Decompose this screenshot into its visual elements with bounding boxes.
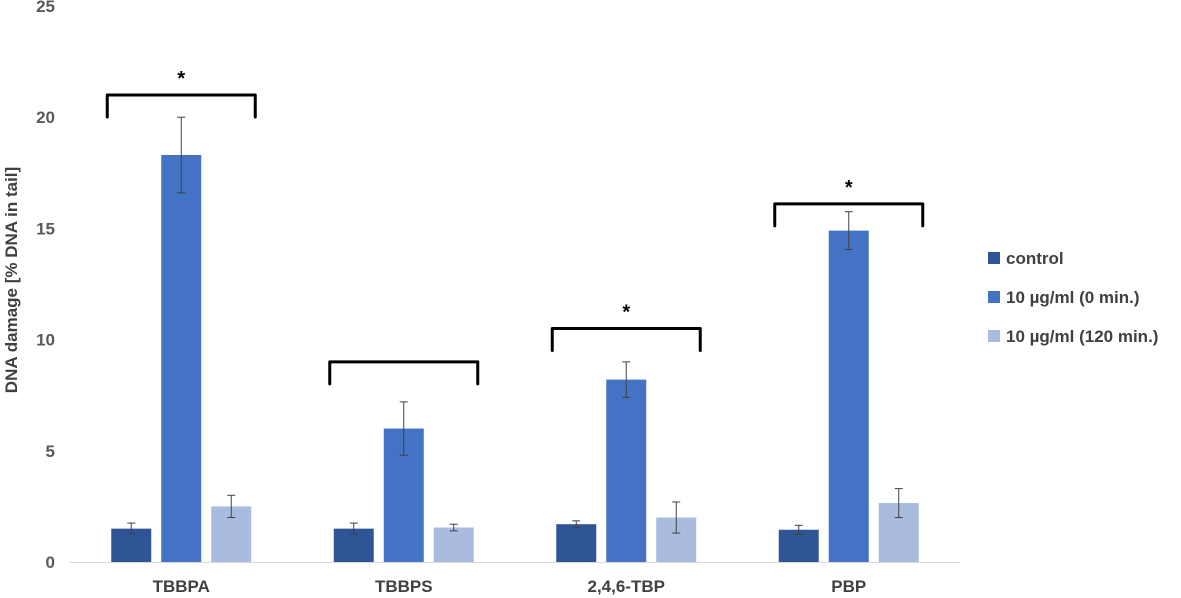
significance-bracket [328, 360, 480, 386]
bar [161, 155, 202, 562]
significance-bracket [773, 202, 925, 228]
y-tick-label: 5 [46, 442, 55, 461]
legend-swatch [988, 291, 1000, 303]
significance-mark: * [177, 68, 185, 90]
y-tick-label: 15 [36, 219, 55, 238]
error-bars [127, 116, 903, 535]
bar [828, 230, 869, 562]
x-tick-label: TBBPS [375, 577, 433, 596]
legend-label: 10 µg/ml (120 min.) [1006, 327, 1158, 346]
x-tick-label: 2,4,6-TBP [588, 577, 665, 596]
legend-swatch [988, 330, 1000, 342]
bar [556, 524, 597, 562]
legend-label: control [1006, 249, 1064, 268]
bar [606, 379, 647, 562]
x-tick-label: TBBPA [153, 577, 210, 596]
y-tick-label: 20 [36, 108, 55, 127]
y-tick-label: 25 [36, 0, 55, 16]
legend: control 10 µg/ml (0 min.) 10 µg/ml (120 mi… [988, 249, 1158, 346]
y-axis: 0 5 10 15 20 25 [36, 0, 55, 572]
y-tick-label: 0 [46, 553, 55, 572]
significance-brackets: * * * [105, 68, 925, 386]
x-tick-label: PBP [831, 577, 866, 596]
significance-mark: * [845, 177, 853, 199]
significance-mark: * [622, 301, 630, 323]
y-axis-title: DNA damage [% DNA in tail] [2, 167, 21, 393]
legend-label: 10 µg/ml (0 min.) [1006, 288, 1140, 307]
y-tick-label: 10 [36, 331, 55, 350]
bars [111, 155, 919, 562]
bar [433, 527, 474, 562]
significance-bracket [550, 326, 702, 352]
significance-bracket [105, 93, 257, 119]
bar [778, 529, 819, 562]
legend-swatch [988, 252, 1000, 264]
x-axis: TBBPA TBBPS 2,4,6-TBP PBP [70, 562, 960, 596]
